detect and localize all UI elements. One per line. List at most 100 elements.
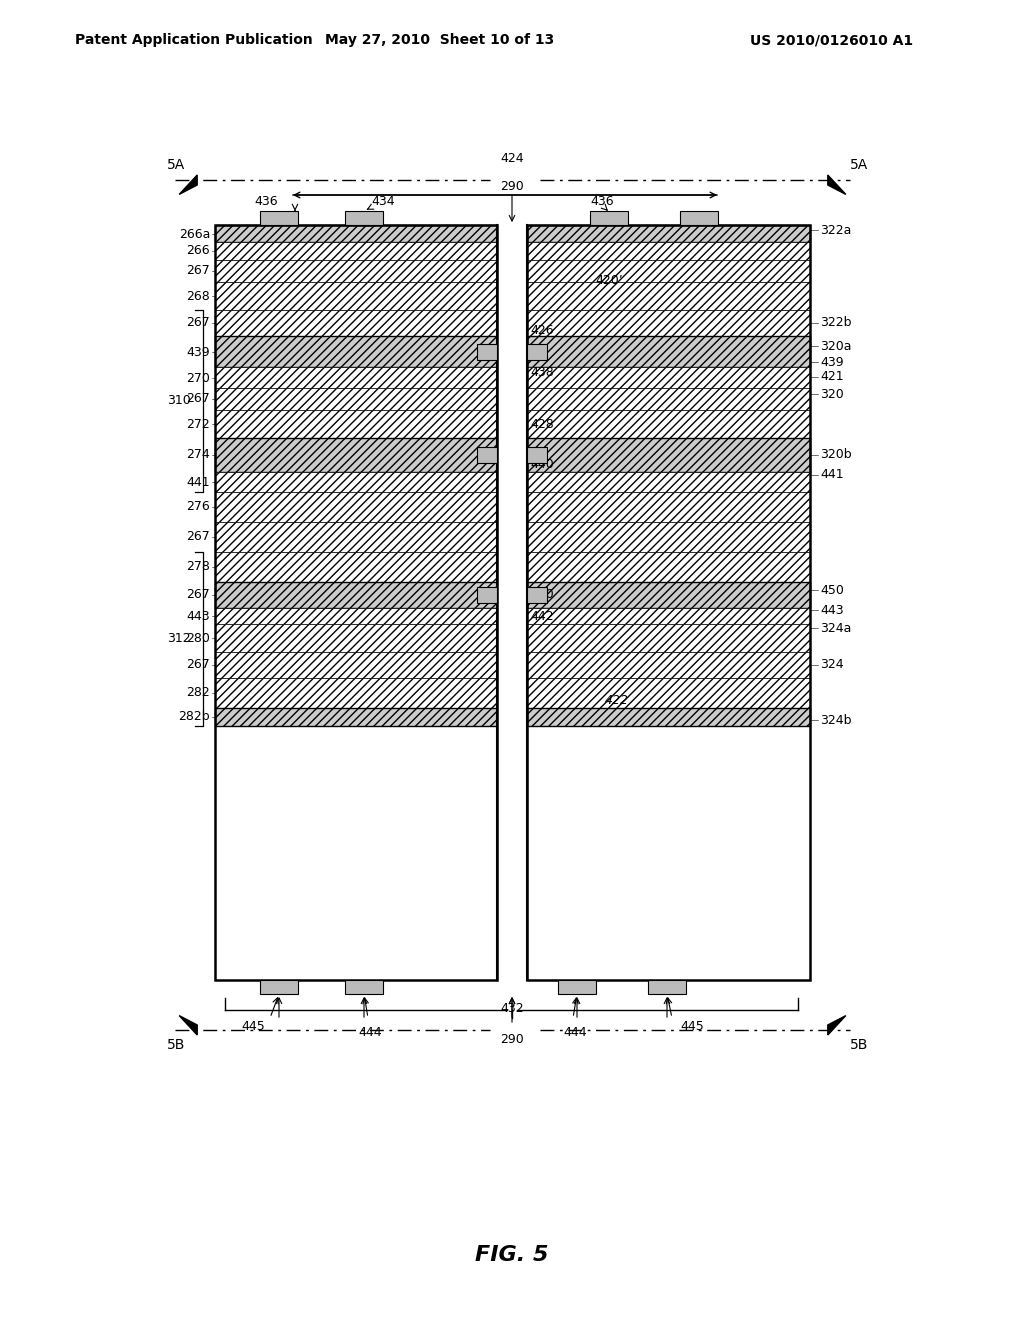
Text: 290: 290 <box>500 1034 524 1045</box>
Bar <box>527 224 810 242</box>
Bar <box>527 492 810 521</box>
Text: 282b: 282b <box>178 710 210 723</box>
Bar <box>527 521 810 552</box>
Bar <box>527 242 810 260</box>
Bar <box>345 979 383 994</box>
Bar <box>215 438 497 473</box>
Text: 436: 436 <box>254 195 278 209</box>
Text: 274: 274 <box>186 449 210 462</box>
Text: 420’: 420’ <box>595 273 623 286</box>
Text: 430: 430 <box>530 589 554 602</box>
Bar <box>527 438 810 473</box>
Bar <box>215 552 497 582</box>
Bar <box>215 282 497 310</box>
Text: 444: 444 <box>358 1026 382 1039</box>
Bar <box>215 708 497 726</box>
Bar <box>527 282 810 310</box>
Bar <box>215 388 497 411</box>
Text: 439: 439 <box>186 346 210 359</box>
Bar <box>345 211 383 224</box>
Bar <box>527 624 810 652</box>
Text: 282: 282 <box>186 686 210 700</box>
Text: 441: 441 <box>820 469 844 482</box>
Text: 267: 267 <box>186 317 210 330</box>
Text: 428: 428 <box>530 417 554 430</box>
Text: 324b: 324b <box>820 714 852 726</box>
Text: 267: 267 <box>186 659 210 672</box>
Bar <box>215 367 497 388</box>
Text: 421: 421 <box>820 371 844 384</box>
Bar <box>215 224 497 242</box>
Text: 310: 310 <box>167 395 191 408</box>
Text: FIG. 5: FIG. 5 <box>475 1245 549 1265</box>
Bar <box>215 678 497 708</box>
Text: 272: 272 <box>186 417 210 430</box>
Bar <box>215 609 497 624</box>
Bar <box>527 587 547 603</box>
Bar <box>477 447 497 463</box>
Text: 5A: 5A <box>850 158 868 172</box>
Bar <box>527 582 810 609</box>
Text: 5B: 5B <box>167 1038 185 1052</box>
Bar <box>590 211 628 224</box>
Text: 443: 443 <box>186 610 210 623</box>
Text: 445: 445 <box>680 1019 703 1032</box>
Bar <box>477 587 497 603</box>
Bar <box>527 388 810 411</box>
Text: 320a: 320a <box>820 339 852 352</box>
Text: 268: 268 <box>186 289 210 302</box>
Bar <box>215 521 497 552</box>
Text: 424: 424 <box>500 152 524 165</box>
Text: 440: 440 <box>530 458 554 470</box>
Bar <box>527 224 810 979</box>
Bar <box>527 552 810 582</box>
Text: 270: 270 <box>186 371 210 384</box>
Text: Patent Application Publication: Patent Application Publication <box>75 33 312 48</box>
Text: 443: 443 <box>820 603 844 616</box>
Text: 432: 432 <box>500 1002 524 1015</box>
Bar <box>477 345 497 360</box>
Text: 290: 290 <box>500 180 524 193</box>
Bar <box>527 345 547 360</box>
Text: 266a: 266a <box>178 227 210 240</box>
Bar <box>527 678 810 708</box>
Polygon shape <box>179 1015 198 1035</box>
Polygon shape <box>179 176 198 194</box>
Bar <box>558 979 596 994</box>
Text: 436: 436 <box>590 195 613 209</box>
Text: 441: 441 <box>186 475 210 488</box>
Text: 439: 439 <box>820 355 844 368</box>
Bar <box>215 582 497 609</box>
Text: 442: 442 <box>530 610 554 623</box>
Bar <box>260 979 298 994</box>
Text: 5A: 5A <box>167 158 185 172</box>
Bar <box>215 260 497 282</box>
Text: US 2010/0126010 A1: US 2010/0126010 A1 <box>750 33 913 48</box>
Text: 267: 267 <box>186 392 210 405</box>
Bar <box>527 708 810 726</box>
Bar <box>527 260 810 282</box>
Text: 267: 267 <box>186 264 210 277</box>
Bar <box>215 624 497 652</box>
Bar <box>260 211 298 224</box>
Bar <box>215 473 497 492</box>
Text: 422: 422 <box>605 693 629 706</box>
Text: 324: 324 <box>820 659 844 672</box>
Text: 267: 267 <box>186 531 210 544</box>
Text: 280: 280 <box>186 631 210 644</box>
Text: May 27, 2010  Sheet 10 of 13: May 27, 2010 Sheet 10 of 13 <box>326 33 555 48</box>
Text: 5B: 5B <box>850 1038 868 1052</box>
Bar <box>527 310 810 337</box>
Bar <box>527 367 810 388</box>
Bar <box>527 652 810 678</box>
Bar <box>215 492 497 521</box>
Text: 445: 445 <box>242 1019 265 1032</box>
Text: 444: 444 <box>563 1026 587 1039</box>
Text: 450: 450 <box>820 583 844 597</box>
Polygon shape <box>827 176 846 194</box>
Text: 426: 426 <box>530 323 554 337</box>
Bar <box>215 337 497 367</box>
Bar <box>527 447 547 463</box>
Polygon shape <box>827 1015 846 1035</box>
Bar <box>527 337 810 367</box>
